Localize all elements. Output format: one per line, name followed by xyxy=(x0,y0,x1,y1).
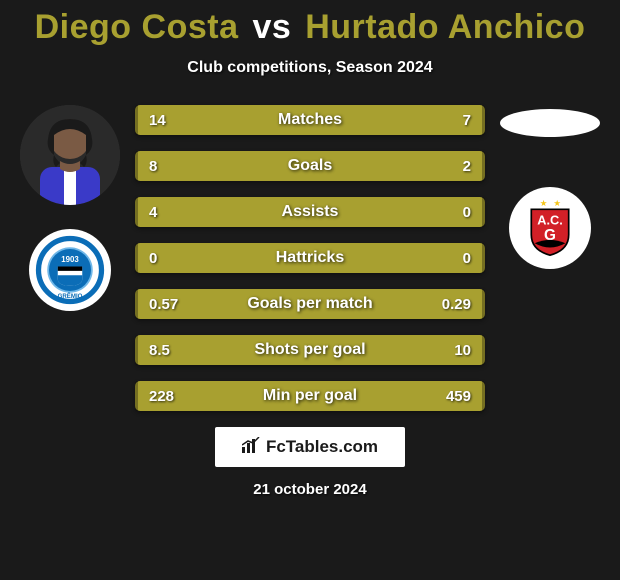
svg-text:★: ★ xyxy=(553,198,561,208)
stat-left-value: 14 xyxy=(149,112,166,129)
stat-right-value: 7 xyxy=(463,112,471,129)
chart-icon xyxy=(242,437,260,458)
stat-right-value: 0.29 xyxy=(442,296,471,313)
right-column: ★ ★ A.C. G xyxy=(490,105,610,269)
stat-label: Matches xyxy=(135,111,485,129)
player2-avatar-placeholder xyxy=(500,109,600,137)
footer-brand-text: FcTables.com xyxy=(266,437,378,457)
stat-left-value: 0 xyxy=(149,250,157,267)
svg-text:★: ★ xyxy=(540,198,548,208)
svg-text:GRÊMIO: GRÊMIO xyxy=(58,292,83,300)
footer-brand: FcTables.com xyxy=(215,427,405,467)
stats-list: 14Matches78Goals24Assists00Hattricks00.5… xyxy=(135,105,485,411)
stat-row: 0.57Goals per match0.29 xyxy=(135,289,485,319)
stat-label: Goals xyxy=(135,157,485,175)
stat-left-value: 8 xyxy=(149,158,157,175)
stat-right-value: 0 xyxy=(463,250,471,267)
stat-row: 4Assists0 xyxy=(135,197,485,227)
stat-row: 14Matches7 xyxy=(135,105,485,135)
date-text: 21 october 2024 xyxy=(0,481,620,498)
svg-text:A.C.: A.C. xyxy=(537,213,563,228)
title-player-2: Hurtado Anchico xyxy=(305,8,585,46)
comparison-title: Diego Costa vs Hurtado Anchico xyxy=(0,0,620,47)
stat-label: Assists xyxy=(135,203,485,221)
player2-club-badge: ★ ★ A.C. G xyxy=(509,187,591,269)
player1-club-badge: 1903 GRÊMIO xyxy=(29,229,111,311)
stat-label: Shots per goal xyxy=(135,341,485,359)
stat-right-value: 0 xyxy=(463,204,471,221)
stat-left-value: 8.5 xyxy=(149,342,170,359)
stat-left-value: 0.57 xyxy=(149,296,178,313)
stat-label: Hattricks xyxy=(135,249,485,267)
title-vs: vs xyxy=(252,8,291,46)
player1-avatar xyxy=(20,105,120,205)
stat-row: 0Hattricks0 xyxy=(135,243,485,273)
stat-right-value: 2 xyxy=(463,158,471,175)
stat-left-value: 4 xyxy=(149,204,157,221)
left-column: 1903 GRÊMIO xyxy=(10,105,130,311)
stat-right-value: 459 xyxy=(446,388,471,405)
title-player-1: Diego Costa xyxy=(35,8,239,46)
stat-right-value: 10 xyxy=(454,342,471,359)
stat-row: 8Goals2 xyxy=(135,151,485,181)
stat-row: 228Min per goal459 xyxy=(135,381,485,411)
stat-row: 8.5Shots per goal10 xyxy=(135,335,485,365)
stat-label: Min per goal xyxy=(135,387,485,405)
svg-text:1903: 1903 xyxy=(61,255,79,264)
stat-left-value: 228 xyxy=(149,388,174,405)
content-area: 1903 GRÊMIO ★ ★ A.C. G 14Matches78Goals2… xyxy=(0,105,620,411)
subtitle: Club competitions, Season 2024 xyxy=(0,59,620,77)
stat-label: Goals per match xyxy=(135,295,485,313)
